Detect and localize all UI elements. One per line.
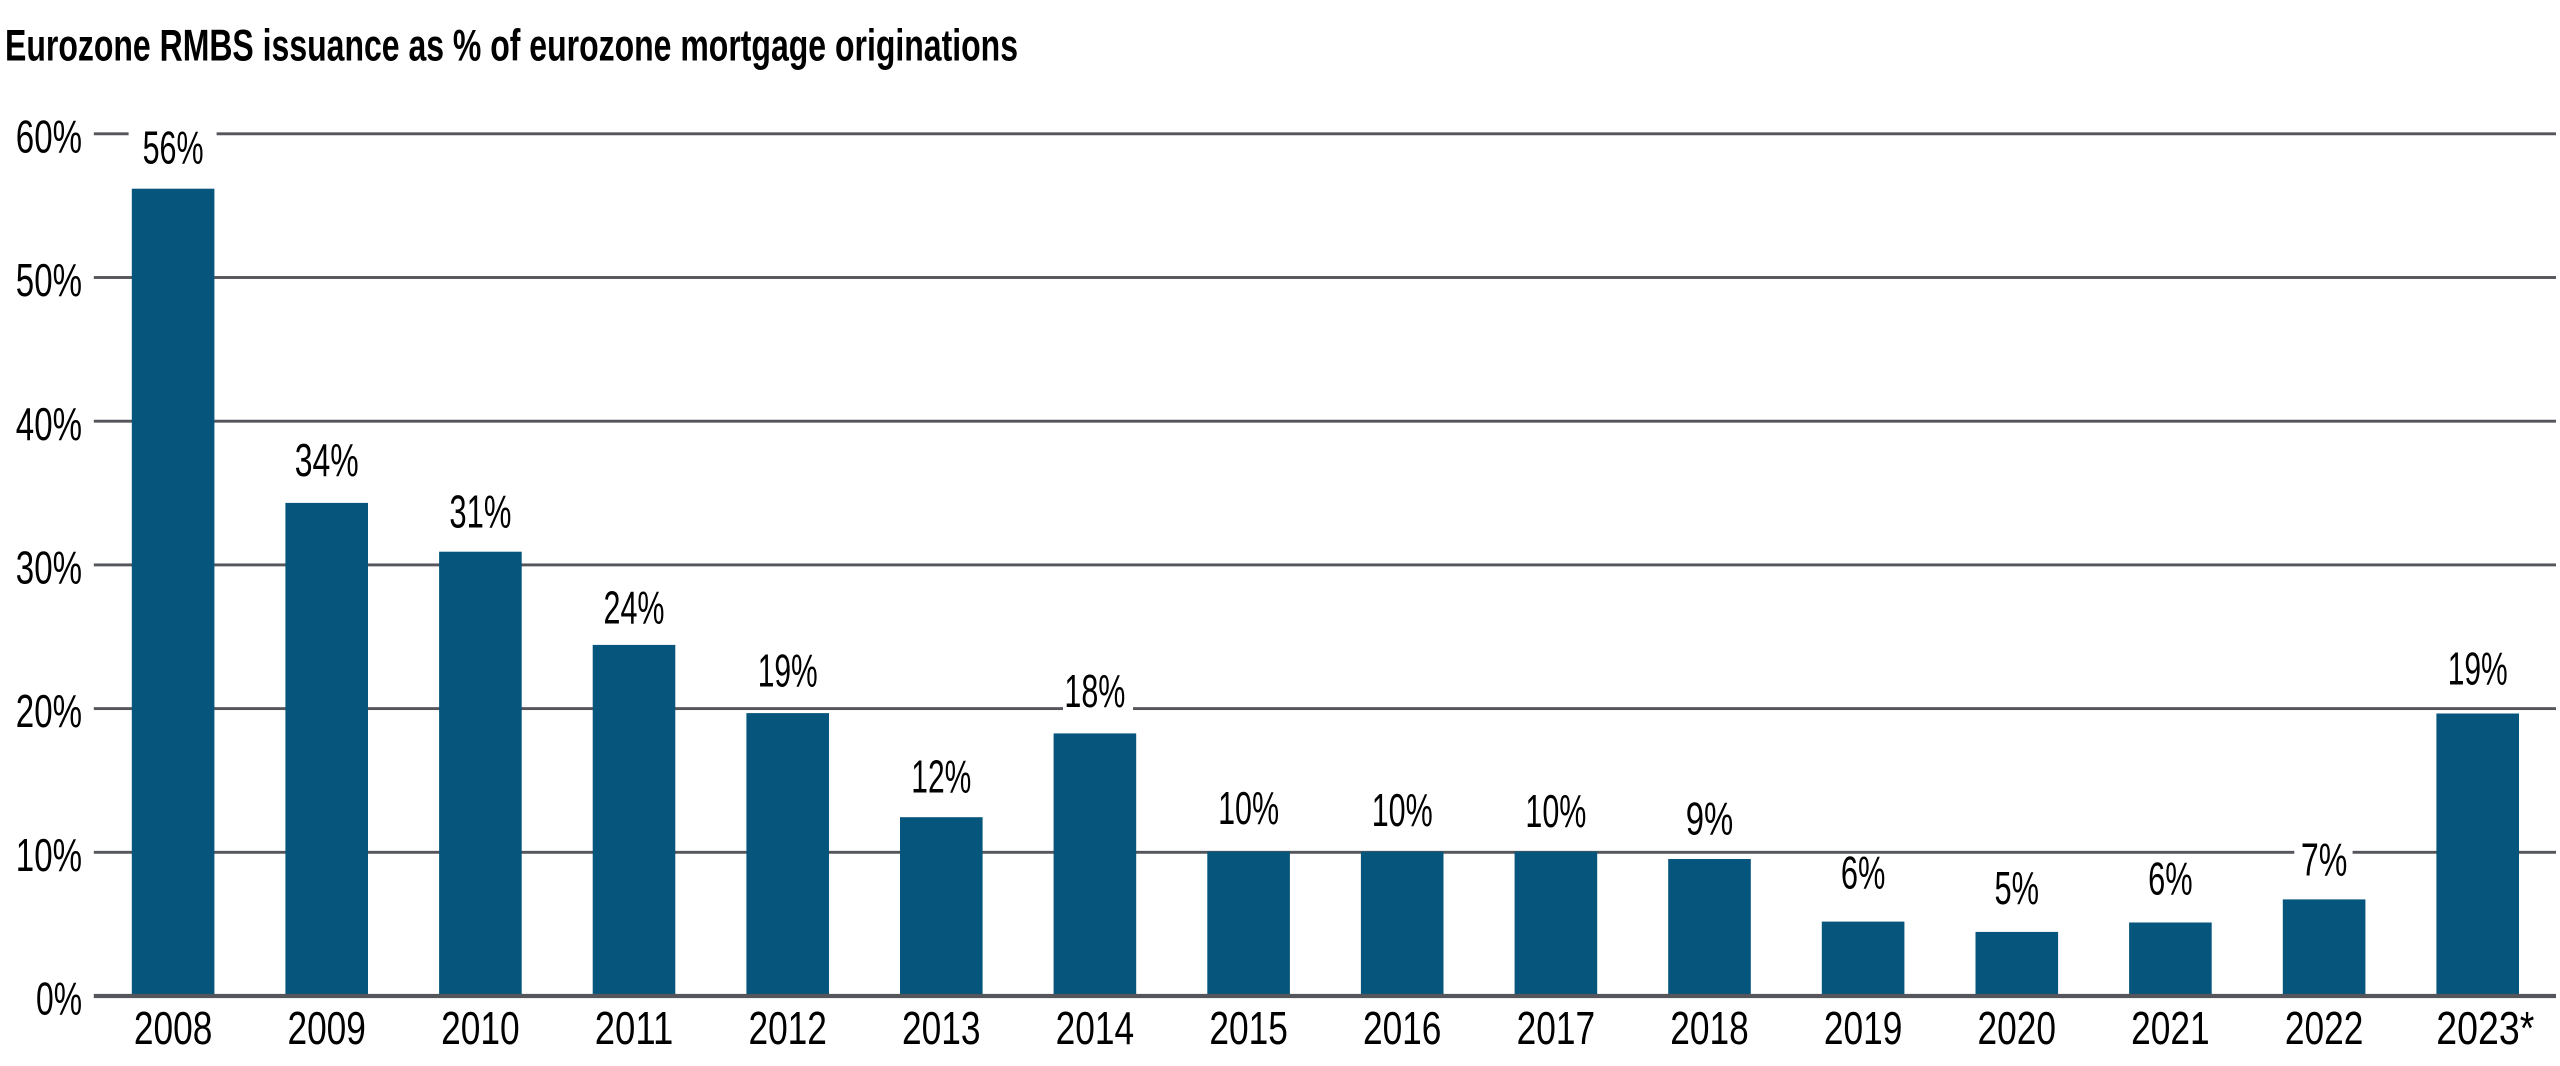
svg-text:20%: 20% — [16, 685, 82, 737]
svg-text:34%: 34% — [295, 434, 359, 486]
svg-text:10%: 10% — [16, 829, 82, 881]
svg-text:40%: 40% — [16, 398, 82, 450]
svg-text:2009: 2009 — [287, 1002, 366, 1054]
svg-text:9%: 9% — [1686, 792, 1734, 844]
svg-text:2010: 2010 — [441, 1002, 520, 1054]
svg-text:0%: 0% — [36, 973, 82, 1025]
svg-text:10%: 10% — [1372, 784, 1433, 836]
svg-text:60%: 60% — [16, 110, 82, 162]
svg-text:2017: 2017 — [1517, 1002, 1596, 1054]
svg-text:30%: 30% — [16, 542, 82, 594]
svg-text:6%: 6% — [1841, 847, 1886, 899]
svg-text:2021: 2021 — [2131, 1002, 2210, 1054]
svg-text:2018: 2018 — [1670, 1002, 1749, 1054]
svg-text:2023*: 2023* — [2436, 1002, 2534, 1054]
svg-text:19%: 19% — [2448, 643, 2508, 695]
svg-text:24%: 24% — [604, 582, 665, 634]
svg-text:10%: 10% — [1218, 782, 1279, 834]
svg-text:10%: 10% — [1525, 785, 1586, 837]
svg-text:2022: 2022 — [2285, 1002, 2364, 1054]
svg-text:5%: 5% — [1995, 862, 2040, 914]
svg-text:2011: 2011 — [595, 1002, 674, 1054]
svg-text:2020: 2020 — [1978, 1002, 2057, 1054]
svg-text:2016: 2016 — [1363, 1002, 1442, 1054]
svg-text:2019: 2019 — [1824, 1002, 1903, 1054]
svg-text:Eurozone RMBS issuance as % of: Eurozone RMBS issuance as % of eurozone … — [5, 22, 1018, 71]
svg-text:2012: 2012 — [748, 1002, 827, 1054]
svg-text:2014: 2014 — [1056, 1002, 1135, 1054]
svg-text:19%: 19% — [758, 645, 818, 697]
svg-text:31%: 31% — [449, 485, 511, 537]
svg-text:6%: 6% — [2148, 853, 2193, 905]
svg-text:56%: 56% — [143, 122, 204, 174]
svg-text:2008: 2008 — [134, 1002, 213, 1054]
svg-text:7%: 7% — [2301, 834, 2348, 886]
svg-text:12%: 12% — [911, 750, 971, 802]
svg-text:18%: 18% — [1064, 665, 1125, 717]
svg-text:2013: 2013 — [902, 1002, 981, 1054]
svg-text:50%: 50% — [16, 254, 82, 306]
svg-text:2015: 2015 — [1209, 1002, 1288, 1054]
